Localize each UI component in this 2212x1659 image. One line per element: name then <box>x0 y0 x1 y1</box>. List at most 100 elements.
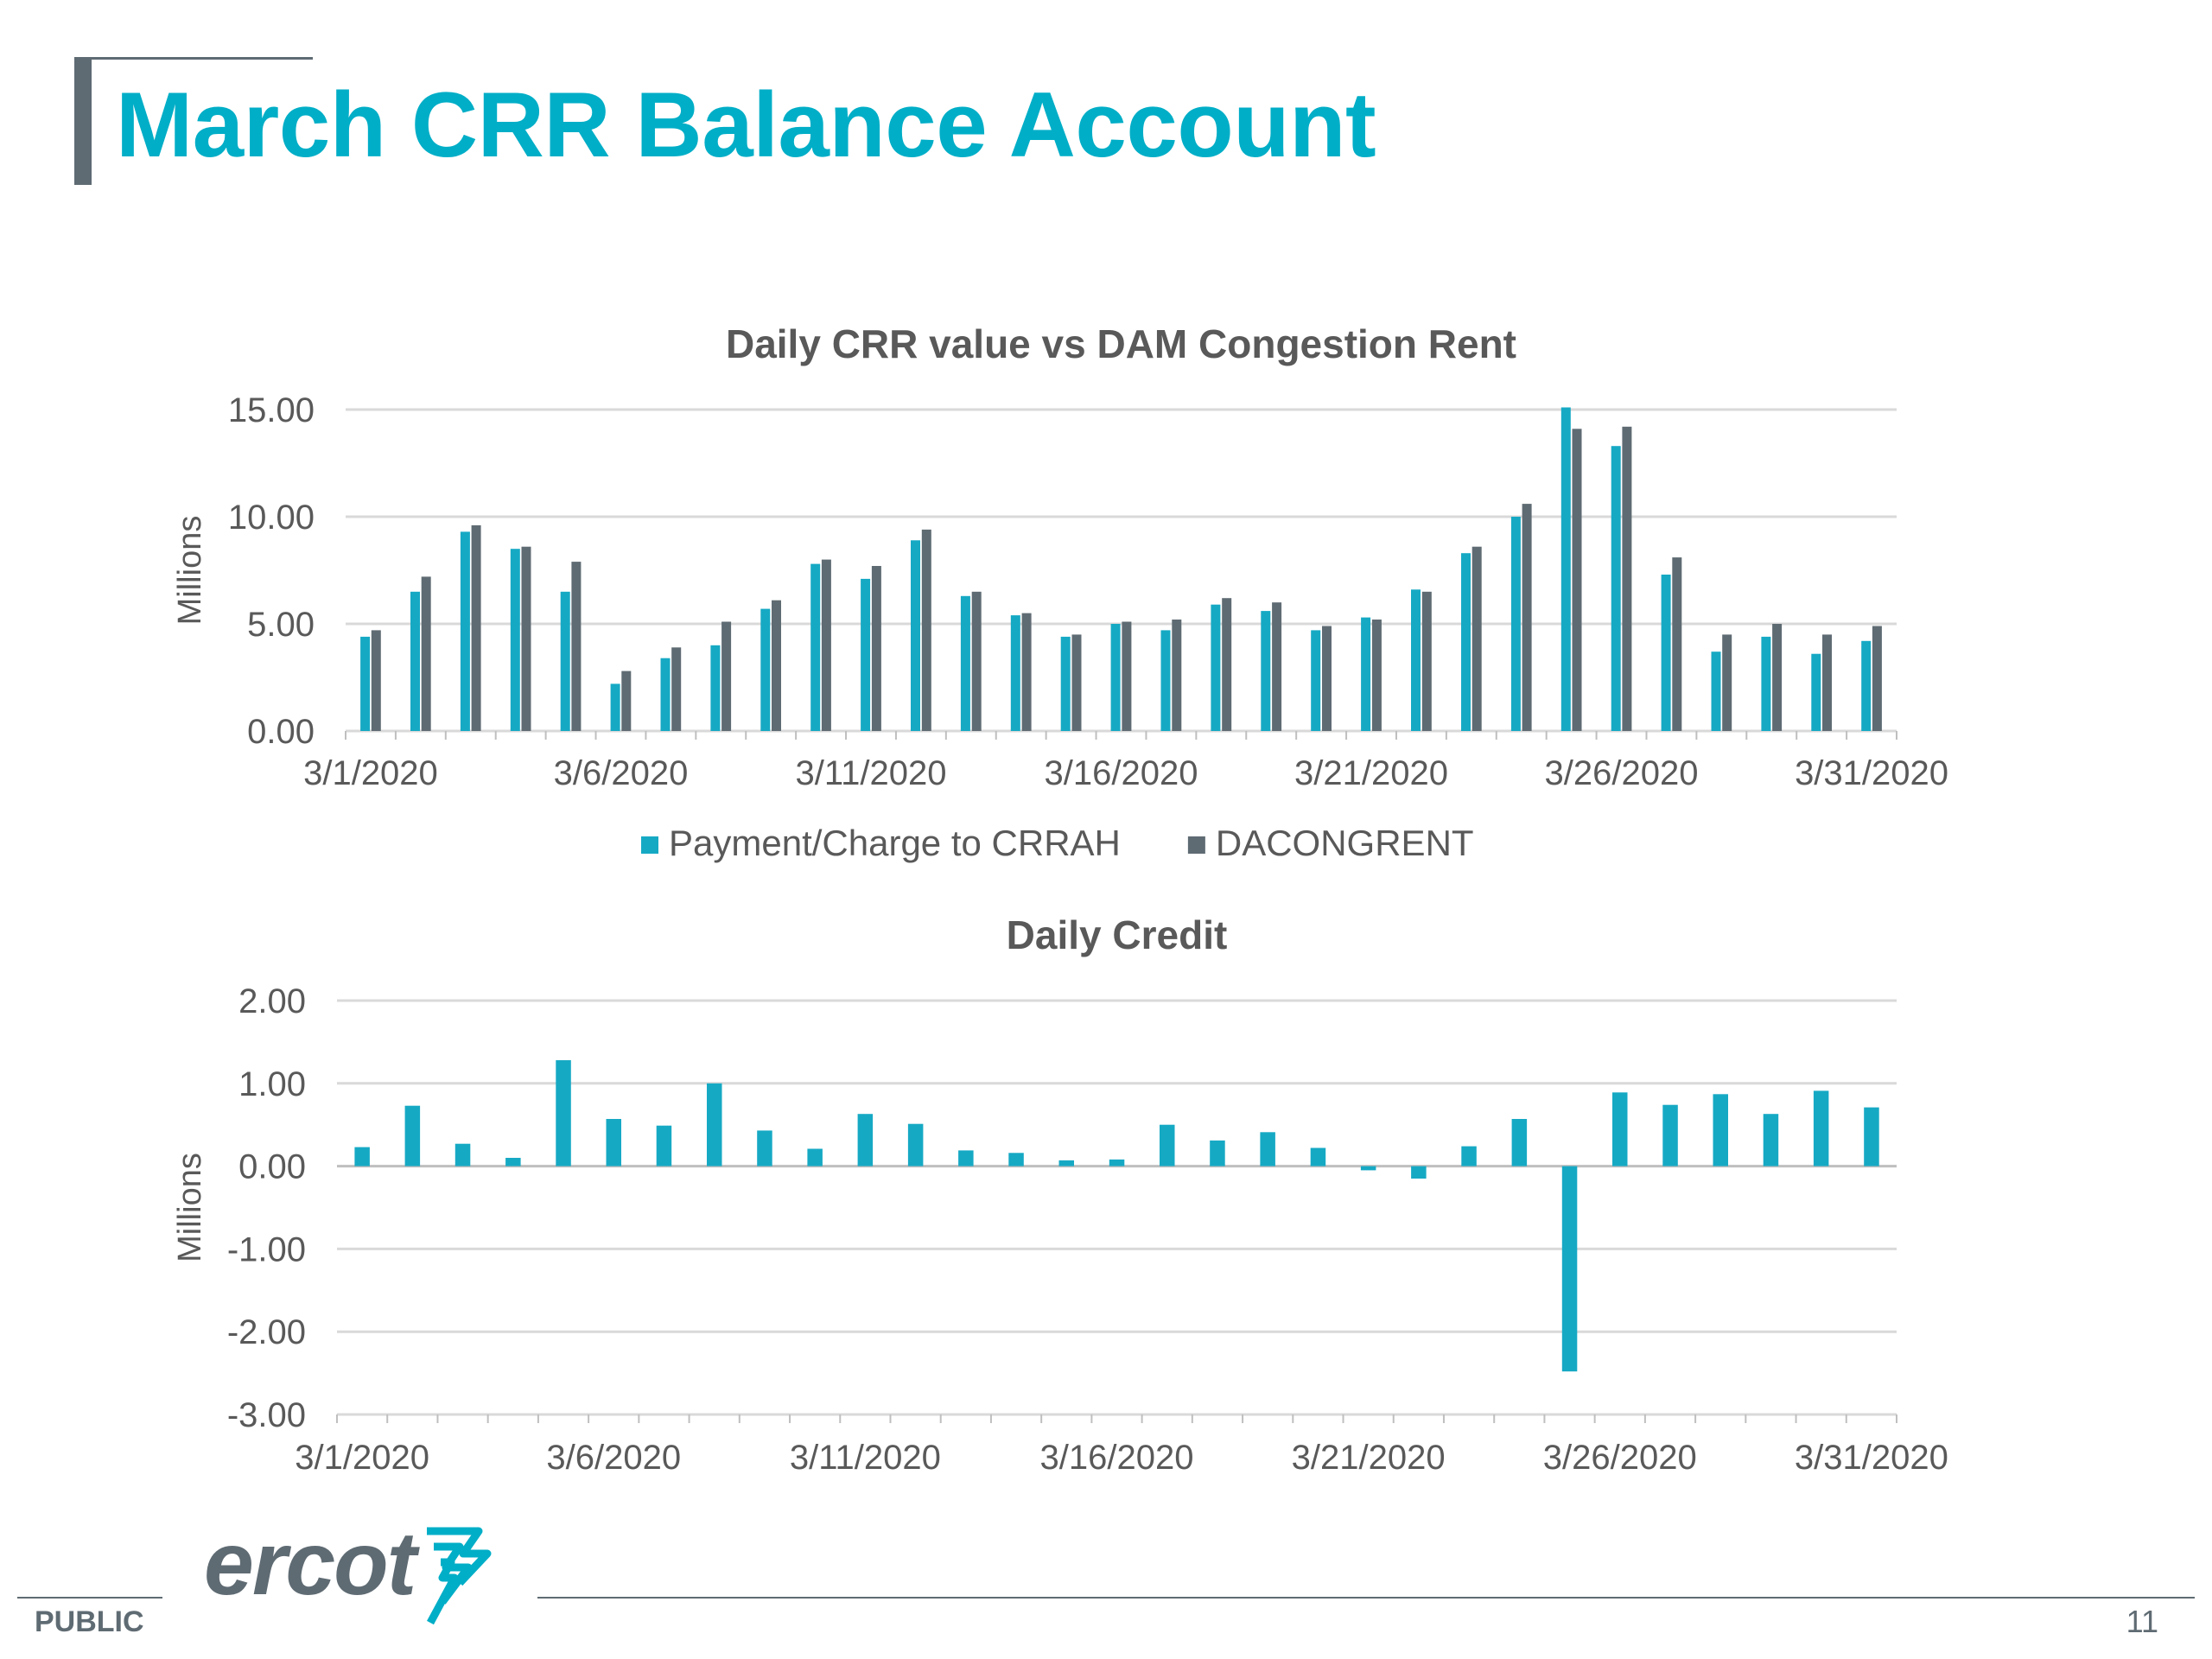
bar-credit <box>1612 1092 1628 1166</box>
x-tick-label: 3/21/2020 <box>1292 1439 1446 1477</box>
x-tick-label: 3/26/2020 <box>1545 754 1699 792</box>
bar-payment <box>1811 653 1821 731</box>
bar-dacongrent <box>571 562 582 731</box>
x-tick-label: 3/21/2020 <box>1294 754 1448 792</box>
bar-dacongrent <box>1772 624 1783 731</box>
x-tick-label: 3/26/2020 <box>1543 1439 1697 1477</box>
bar-credit <box>958 1150 974 1166</box>
bar-dacongrent <box>971 591 982 731</box>
x-tick-label: 3/16/2020 <box>1040 1439 1194 1477</box>
bar-dacongrent <box>521 546 531 731</box>
bar-payment <box>960 595 970 731</box>
bar-credit <box>907 1123 924 1166</box>
bar-payment <box>911 540 920 731</box>
bar-credit <box>1864 1107 1879 1166</box>
bar-dacongrent <box>1322 626 1332 731</box>
x-tick-label: 3/11/2020 <box>795 754 946 792</box>
bar-dacongrent <box>1021 613 1032 731</box>
bar-credit <box>1310 1147 1326 1166</box>
bar-payment <box>610 683 620 731</box>
bar-payment <box>1060 636 1071 731</box>
bar-credit <box>707 1083 722 1166</box>
bar-credit <box>404 1105 421 1166</box>
bar-credit <box>857 1114 874 1166</box>
ercot-logo: ercot <box>204 1512 498 1637</box>
legend-label: Payment/Charge to CRRAH <box>669 823 1121 863</box>
y-tick-label: 15.00 <box>228 391 315 429</box>
bar-credit <box>1813 1090 1829 1166</box>
x-tick-label: 3/1/2020 <box>303 754 438 792</box>
bar-dacongrent <box>1722 634 1732 731</box>
bar-payment <box>560 591 570 731</box>
ercot-bolt-icon <box>427 1527 492 1625</box>
y-axis-label: Millions <box>172 1153 208 1262</box>
bar-dacongrent <box>371 630 381 731</box>
bar-payment <box>1311 630 1321 731</box>
bar-credit <box>1058 1160 1074 1166</box>
bar-payment <box>410 591 420 731</box>
bar-credit <box>1109 1159 1125 1166</box>
bar-dacongrent <box>871 566 881 731</box>
page-number: 11 <box>2126 1604 2158 1639</box>
y-axis-label: Millions <box>172 516 208 626</box>
chart-title: Daily Credit <box>1007 912 1228 957</box>
bar-payment <box>710 645 721 731</box>
x-tick-label: 3/1/2020 <box>295 1439 429 1477</box>
bar-credit <box>1411 1166 1427 1179</box>
chart-title: Daily CRR value vs DAM Congestion Rent <box>726 321 1516 366</box>
bar-dacongrent <box>1672 557 1682 731</box>
bar-credit <box>1662 1104 1678 1166</box>
bar-dacongrent <box>1572 429 1582 731</box>
bar-payment <box>1661 575 1671 731</box>
slide-title: March CRR Balance Account <box>116 73 1376 176</box>
bar-dacongrent <box>772 600 781 731</box>
bar-payment <box>1711 652 1721 731</box>
y-tick-label: 1.00 <box>238 1065 306 1103</box>
bar-credit <box>1511 1119 1528 1166</box>
bar-credit <box>656 1125 672 1166</box>
bar-payment <box>1211 604 1221 731</box>
bar-payment <box>1510 517 1521 731</box>
title-accent-bar <box>74 57 92 185</box>
bar-payment <box>1560 407 1571 731</box>
bar-credit <box>757 1130 772 1166</box>
svg-text:ercot: ercot <box>204 1514 421 1614</box>
bar-payment <box>1611 446 1621 731</box>
bar-payment <box>1261 611 1271 731</box>
bar-payment <box>1110 624 1121 731</box>
footer-public-label: PUBLIC <box>35 1605 144 1638</box>
bar-payment <box>1461 553 1471 731</box>
bar-payment <box>1361 617 1371 731</box>
daily-credit-chart: Daily Credit -3.00 -2.00 -1.00 0.00 1.00 2.00 M… <box>172 912 1948 1477</box>
x-tick-label: 3/6/2020 <box>554 754 689 792</box>
bar-dacongrent <box>1421 591 1432 731</box>
bar-payment <box>1010 615 1020 731</box>
bar-dacongrent <box>921 529 931 731</box>
bar-dacongrent <box>1471 546 1482 731</box>
bar-credit <box>505 1158 521 1166</box>
bar-credit <box>454 1143 471 1166</box>
bar-credit <box>556 1060 571 1166</box>
bar-credit <box>1461 1146 1477 1166</box>
y-tick-label: 5.00 <box>247 606 315 644</box>
bar-dacongrent <box>1122 621 1132 731</box>
bar-payment <box>660 658 671 731</box>
bar-payment <box>510 549 520 731</box>
bar-payment <box>1761 636 1771 731</box>
bar-credit <box>1008 1153 1024 1166</box>
bar-payment <box>810 563 821 731</box>
bar-dacongrent <box>1522 504 1532 731</box>
bar-credit <box>1360 1166 1376 1171</box>
bar-dacongrent <box>1872 626 1882 731</box>
bar-credit <box>1713 1094 1728 1166</box>
bar-credit <box>606 1119 621 1166</box>
y-tick-label: -2.00 <box>227 1313 306 1351</box>
bar-credit <box>1210 1140 1225 1166</box>
bar-dacongrent <box>821 559 831 731</box>
bar-payment <box>861 578 871 731</box>
footer-rule-right <box>537 1597 2195 1599</box>
title-accent-line <box>74 57 313 60</box>
legend-label: DACONGRENT <box>1216 823 1474 863</box>
bar-payment <box>1411 589 1421 731</box>
bar-credit <box>1561 1166 1578 1372</box>
